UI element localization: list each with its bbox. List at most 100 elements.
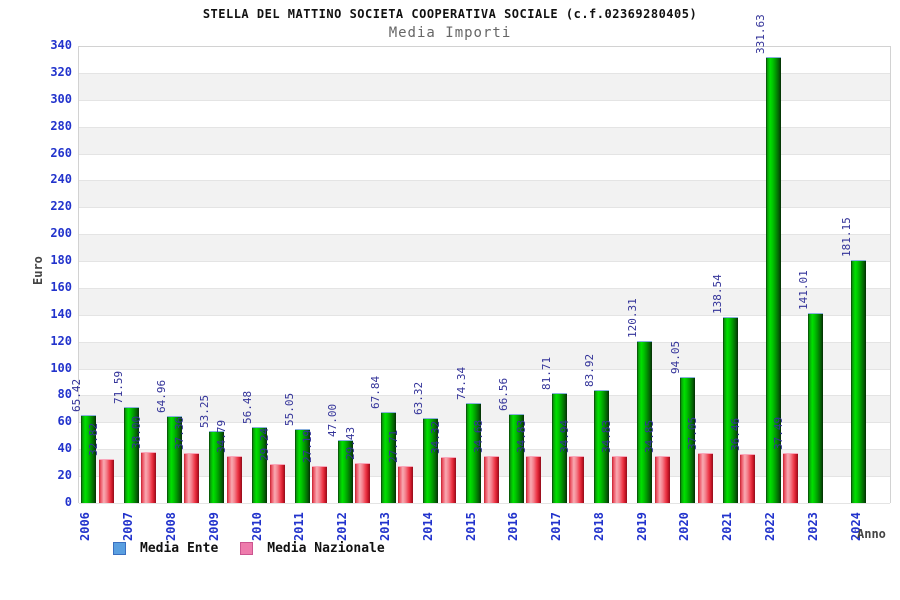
y-tick-label: 260 — [50, 145, 72, 160]
media-nazionale-swatch-icon — [240, 542, 254, 555]
plot-band — [79, 127, 890, 155]
legend: Media Ente Media Nazionale — [113, 541, 385, 556]
plot-band — [79, 396, 890, 424]
value-label: 36.46 — [728, 417, 742, 451]
value-label: 34.79 — [215, 420, 229, 454]
value-label: 37.05 — [686, 417, 700, 451]
bar-media-ente-2008 — [166, 415, 182, 503]
bar-media-nazionale-2017 — [569, 456, 585, 503]
bar-media-nazionale-2020 — [697, 453, 713, 503]
x-tick-label: 2021 — [720, 512, 735, 541]
x-tick-label: 2008 — [163, 512, 178, 541]
page-title: STELLA DEL MATTINO SOCIETA COOPERATIVA S… — [202, 7, 698, 21]
bar-media-ente-2012 — [337, 439, 353, 503]
x-tick-label: 2018 — [591, 512, 606, 541]
x-tick-label: 2015 — [463, 512, 478, 541]
bar-media-ente-2023 — [808, 313, 824, 503]
legend-item-media-nazionale: Media Nazionale — [240, 541, 385, 556]
bar-media-nazionale-2015 — [483, 456, 499, 503]
y-tick-label: 100 — [50, 360, 72, 375]
value-label: 74.34 — [454, 366, 468, 401]
y-tick-label: 120 — [50, 333, 72, 348]
bar-media-nazionale-2014 — [440, 456, 456, 503]
y-tick-label: 140 — [50, 306, 72, 321]
bar-media-nazionale-2016 — [526, 456, 542, 503]
value-label: 37.36 — [172, 416, 186, 450]
value-label: 34.68 — [472, 420, 486, 454]
bar-media-ente-2017 — [551, 393, 567, 503]
value-label: 94.05 — [668, 340, 682, 374]
plot-band — [79, 47, 890, 74]
media-ente-swatch-icon — [113, 542, 126, 555]
bar-media-ente-2020 — [680, 376, 696, 503]
legend-item-media-ente: Media Ente — [113, 541, 218, 556]
value-label: 38.00 — [129, 415, 143, 449]
bar-media-ente-2010 — [252, 427, 268, 503]
value-label: 64.96 — [155, 379, 169, 413]
y-tick-label: 340 — [50, 38, 72, 52]
y-tick-label: 200 — [50, 226, 72, 241]
plot-band — [79, 315, 890, 343]
value-label: 83.92 — [582, 354, 596, 388]
value-label: 331.63 — [754, 14, 768, 55]
bar-media-ente-2018 — [594, 390, 610, 503]
bar-media-nazionale-2013 — [398, 465, 414, 503]
bar-media-nazionale-2018 — [611, 456, 627, 503]
x-tick-label: 2023 — [805, 512, 820, 541]
value-label: 29.24 — [258, 427, 272, 461]
value-label: 120.31 — [625, 298, 639, 339]
y-tick-label: 280 — [50, 118, 72, 133]
bar-media-ente-2009 — [209, 431, 225, 503]
value-label: 37.49 — [771, 416, 785, 450]
plot-band — [79, 154, 890, 182]
legend-label-media-ente: Media Ente — [140, 541, 219, 556]
bar-media-ente-2016 — [508, 413, 524, 503]
legend-label-media-nazionale: Media Nazionale — [267, 541, 385, 556]
bar-media-nazionale-2006 — [98, 458, 114, 503]
y-tick-label: 180 — [50, 253, 72, 268]
bar-media-nazionale-2009 — [226, 456, 242, 503]
bar-media-nazionale-2022 — [783, 452, 799, 503]
y-tick-label: 20 — [57, 468, 72, 483]
bar-media-ente-2006 — [81, 415, 96, 503]
bar-media-ente-2014 — [423, 417, 439, 503]
value-label: 81.71 — [540, 357, 554, 391]
x-tick-label: 2014 — [420, 512, 435, 541]
plot-band — [79, 262, 890, 289]
bar-media-nazionale-2010 — [269, 463, 285, 503]
value-label: 29.43 — [343, 427, 357, 461]
bar-media-nazionale-2011 — [312, 466, 328, 503]
value-label: 71.59 — [112, 370, 126, 404]
value-label: 181.15 — [839, 216, 853, 257]
plot-band — [79, 73, 890, 101]
bar-media-nazionale-2007 — [141, 451, 157, 503]
value-label: 47.00 — [326, 403, 340, 437]
value-label: 32.82 — [87, 422, 100, 456]
value-label: 56.48 — [240, 390, 254, 425]
bar-media-nazionale-2019 — [654, 456, 670, 503]
bar-media-ente-2013 — [380, 411, 396, 503]
y-tick-label: 300 — [50, 91, 72, 106]
value-label: 67.84 — [369, 375, 383, 409]
value-label: 34.94 — [557, 419, 571, 454]
x-tick-label: 2011 — [292, 512, 307, 541]
plot-band — [79, 288, 890, 316]
bar-media-ente-2007 — [123, 406, 139, 503]
value-label: 34.83 — [600, 420, 614, 454]
x-axis-title: Anno — [857, 527, 886, 541]
y-tick-label: 0 — [64, 495, 72, 509]
plot-band — [79, 369, 890, 397]
x-tick-label: 2020 — [677, 512, 692, 541]
x-tick-label: 2013 — [377, 512, 392, 541]
bar-media-ente-2021 — [722, 316, 738, 503]
bar-media-ente-2019 — [637, 341, 653, 503]
y-tick-label: 220 — [50, 199, 72, 214]
value-label: 63.32 — [411, 381, 425, 415]
x-tick-label: 2009 — [206, 512, 221, 541]
bar-media-ente-2015 — [466, 403, 482, 503]
value-label: 66.56 — [497, 377, 511, 411]
y-tick-label: 160 — [50, 279, 72, 294]
value-label: 34.32 — [429, 420, 443, 454]
x-tick-label: 2007 — [121, 512, 136, 541]
